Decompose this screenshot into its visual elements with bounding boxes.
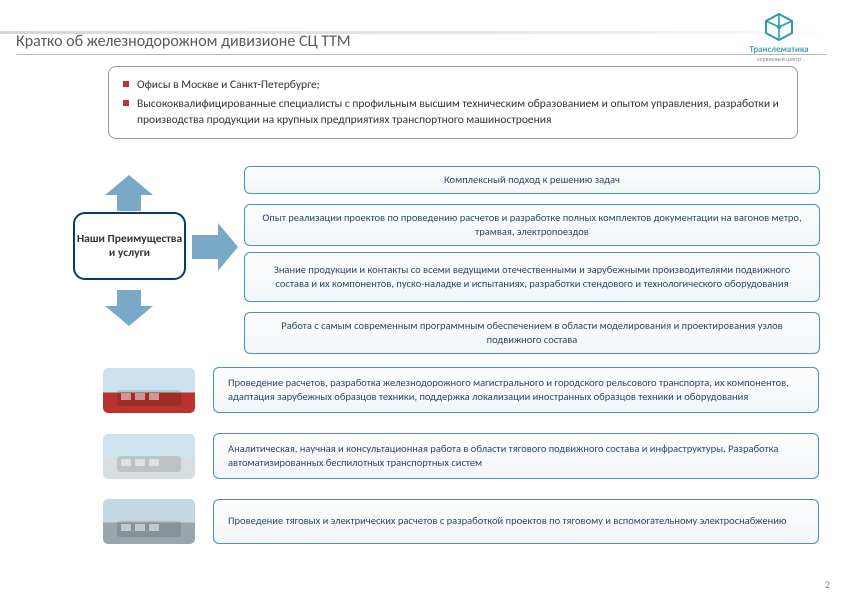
service-row: Аналитическая, научная и консультационна…	[103, 433, 819, 479]
intro-bullets: Офисы в Москве и Санкт-Петербурге; Высок…	[108, 66, 798, 139]
service-box: Проведение тяговых и электрических расче…	[213, 499, 819, 544]
feature-box: Знание продукции и контакты со всеми вед…	[244, 252, 820, 302]
title-underline	[16, 54, 826, 55]
page-title: Кратко об железнодорожном дивизионе СЦ Т…	[16, 32, 351, 51]
feature-box: Опыт реализации проектов по проведению р…	[244, 204, 820, 246]
arrow-down-icon	[105, 290, 153, 326]
advantages-label: Наши Преимущества и услуги	[75, 232, 184, 260]
service-thumb	[103, 434, 195, 479]
feature-box: Работа с самым современным программным о…	[244, 312, 820, 354]
arrow-up-icon	[105, 175, 153, 211]
service-box: Проведение расчетов, разработка железнод…	[213, 367, 819, 413]
service-box: Аналитическая, научная и консультационна…	[213, 433, 819, 479]
logo-block: Транслематика сервисный центр	[734, 12, 824, 63]
arrow-right-icon	[192, 223, 238, 271]
service-thumb	[103, 499, 195, 544]
logo-icon	[762, 12, 796, 42]
service-row: Проведение тяговых и электрических расче…	[103, 499, 819, 544]
bullet-item: Высококвалифицированные специалисты с пр…	[123, 96, 783, 128]
service-row: Проведение расчетов, разработка железнод…	[103, 367, 819, 413]
service-thumb	[103, 368, 195, 413]
page-number: 2	[825, 578, 830, 591]
feature-box: Комплексный подход к решению задач	[244, 166, 820, 194]
logo-sub: сервисный центр	[734, 55, 824, 63]
bullet-item: Офисы в Москве и Санкт-Петербурге;	[123, 77, 783, 93]
advantages-box: Наши Преимущества и услуги	[73, 212, 186, 280]
